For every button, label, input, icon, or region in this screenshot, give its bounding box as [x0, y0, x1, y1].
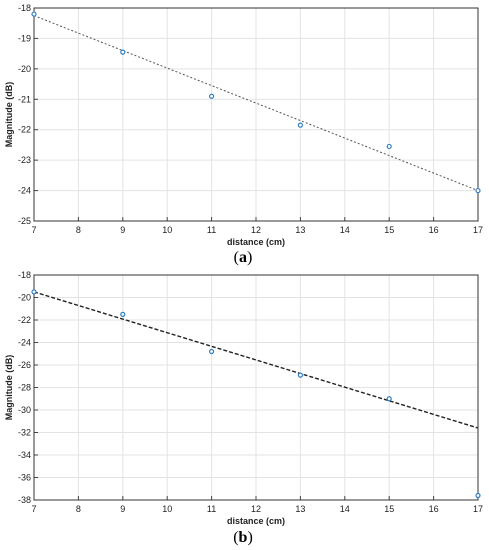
- panel-a-xtick-label: 9: [120, 225, 125, 235]
- panel-b-data-point: [31, 289, 37, 295]
- panel-a-data-point: [386, 143, 392, 150]
- panel-a-ytick-label: -24: [18, 186, 31, 196]
- panel-a-data-point: [120, 49, 126, 55]
- panel-b-data-point: [386, 396, 392, 402]
- panel-a-xtick-label: 15: [384, 225, 394, 235]
- panel-a-ytick-label: -20: [18, 64, 31, 74]
- panel-a-ytick-label: -21: [18, 94, 31, 104]
- panel-b-fit-line: [33, 291, 479, 429]
- panel-a-xtick-label: 12: [251, 225, 261, 235]
- panel-a-xtick-label: 13: [295, 225, 305, 235]
- panel-a-ytick-label: -22: [18, 125, 31, 135]
- panel-b-ytick-label: -24: [18, 338, 31, 348]
- panel-a-xtick-label: 10: [162, 225, 172, 235]
- panel-b-data-point: [297, 372, 303, 378]
- panel-b-ytick-label: -38: [18, 495, 31, 505]
- panel-a-caption: (a): [234, 249, 253, 266]
- panel-b-xtick-label: 15: [384, 504, 394, 514]
- panel-b-xtick-label: 17: [473, 504, 483, 514]
- panel-b-ytick-label: -22: [18, 315, 31, 325]
- panel-a-xtick-label: 14: [340, 225, 350, 235]
- panel-b-xtick-label: 10: [162, 504, 172, 514]
- panel-b-xtick-label: 7: [31, 504, 36, 514]
- panel-a-xtick-label: 17: [473, 225, 483, 235]
- panel-a-xtick-label: 8: [76, 225, 81, 235]
- panel-a-ytick-label: -18: [18, 3, 31, 13]
- panel-b-ytick-label: -34: [18, 450, 31, 460]
- panel-a-data-point: [31, 11, 37, 17]
- panel-b-data-point: [120, 311, 126, 317]
- panel-a-xtick-label: 7: [31, 225, 36, 235]
- panel-a-xtick-label: 16: [429, 225, 439, 235]
- panel-a-x-axis-label: distance (cm): [227, 237, 285, 247]
- panel-b-ytick-label: -26: [18, 360, 31, 370]
- panel-b-y-axis-label: Magnitude (dB): [4, 355, 14, 421]
- panel-b-ytick-label: -30: [18, 405, 31, 415]
- panel-b-xtick-label: 12: [251, 504, 261, 514]
- panel-b-axes-frame: [33, 274, 479, 501]
- panel-a-data-point: [209, 93, 215, 99]
- panel-a-xtick-label: 11: [207, 225, 216, 235]
- panel-b-xtick-label: 13: [295, 504, 305, 514]
- panel-b-data-point: [475, 492, 481, 499]
- panel-b-xtick-label: 9: [120, 504, 125, 514]
- panel-a-ytick-label: -23: [18, 155, 31, 165]
- panel-b-xtick-label: 8: [76, 504, 81, 514]
- panel-a-data-point: [297, 122, 303, 128]
- panel-b-xtick-label: 16: [429, 504, 439, 514]
- panel-b-ytick-label: -32: [18, 428, 31, 438]
- panel-b-xtick-label: 11: [207, 504, 216, 514]
- panel-a-ytick-label: -25: [18, 216, 31, 226]
- panel-b-ytick-label: -28: [18, 383, 31, 393]
- panel-a-axes-frame: [33, 7, 479, 222]
- panel-a-ytick-label: -19: [18, 33, 31, 43]
- panel-b-ytick-label: -36: [18, 473, 31, 483]
- panel-b-ytick-label: -18: [18, 270, 31, 280]
- panel-a-y-axis-label: Magnitude (dB): [4, 82, 14, 148]
- panel-b-xtick-label: 14: [340, 504, 350, 514]
- panel-b-ytick-label: -20: [18, 293, 31, 303]
- panel-a-data-point: [475, 187, 481, 194]
- panel-b-caption: (b): [233, 529, 253, 546]
- panel-b-x-axis-label: distance (cm): [227, 516, 285, 526]
- panel-a-fit-line: [33, 15, 479, 192]
- panel-b-data-point: [209, 348, 215, 355]
